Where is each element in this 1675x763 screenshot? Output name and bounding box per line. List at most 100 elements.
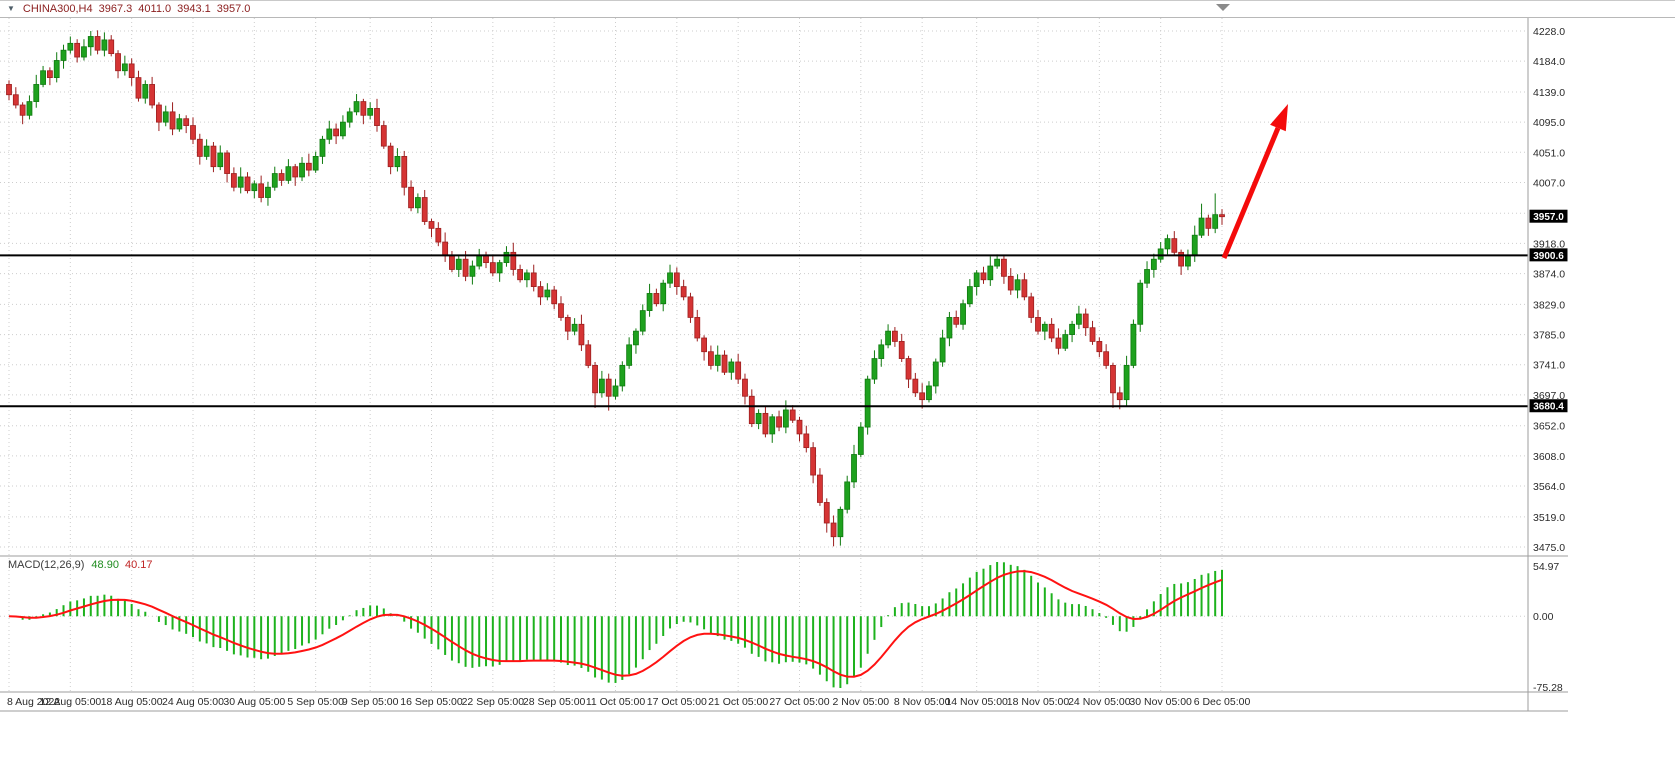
candle-body — [496, 262, 503, 274]
price-axis-area[interactable] — [1528, 18, 1568, 711]
time-axis-label: 18 Nov 05:00 — [1007, 696, 1070, 708]
candle-body — [469, 265, 476, 277]
candle-body — [905, 358, 912, 380]
price-axis-label: 3785.0 — [1533, 330, 1565, 342]
candle-body — [748, 395, 755, 425]
candle-body — [1178, 251, 1185, 267]
price-axis-label: 3874.0 — [1533, 269, 1565, 281]
candle-body — [135, 77, 142, 99]
time-axis-label: 12 Aug 05:00 — [39, 696, 101, 708]
time-axis-label: 21 Oct 05:00 — [708, 696, 768, 708]
candle-body — [449, 255, 455, 270]
trend-arrow-head[interactable] — [1270, 104, 1288, 132]
candle-body — [237, 176, 244, 188]
candle-body — [687, 296, 694, 318]
hline-price-tag[interactable]: 3900.6 — [1529, 248, 1568, 262]
time-axis-label: 30 Nov 05:00 — [1129, 696, 1192, 708]
macd-axis-label-zero: 0.00 — [1533, 611, 1554, 623]
price-axis-label: 3608.0 — [1533, 451, 1565, 463]
candle-body — [1103, 351, 1110, 366]
time-axis-label: 8 Aug 2022 — [7, 696, 60, 708]
chart-plot-area[interactable] — [0, 18, 1528, 692]
time-axis-label: 17 Oct 05:00 — [647, 696, 707, 708]
candle-body — [1062, 334, 1069, 349]
panel-separators — [0, 18, 1568, 712]
ohlc-open: 3967.3 — [98, 3, 133, 15]
candle-body — [762, 412, 769, 435]
candle-body — [176, 118, 183, 130]
macd-axis-label-top: 54.97 — [1533, 561, 1559, 573]
candle-body — [503, 251, 510, 264]
candle-body — [660, 282, 667, 305]
macd-name: MACD(12,26,9) — [8, 559, 85, 571]
price-axis-label: 4139.0 — [1533, 87, 1565, 99]
candle-body — [667, 272, 673, 284]
ohlc-high: 4011.0 — [138, 3, 172, 15]
candle-body — [530, 272, 537, 288]
candle-body — [517, 269, 523, 281]
candle-body — [830, 522, 837, 538]
candle-body — [1123, 365, 1130, 401]
candle-body — [367, 108, 374, 116]
time-axis-area[interactable] — [0, 692, 1528, 711]
candle-body — [953, 317, 960, 325]
candle-body — [149, 84, 156, 106]
candle-body — [1055, 337, 1062, 349]
candle-body — [312, 156, 319, 171]
chart-shift-marker[interactable] — [1216, 4, 1230, 11]
candle-body — [299, 162, 305, 178]
price-axis-label: 3564.0 — [1533, 481, 1565, 493]
candle-body — [67, 42, 74, 51]
candle-body — [244, 176, 251, 192]
time-axis-label: 22 Sep 05:00 — [462, 696, 525, 708]
candle-body — [108, 39, 115, 55]
candle-body — [1116, 392, 1123, 401]
trend-arrow-shaft[interactable] — [1221, 127, 1281, 259]
candle-body — [708, 351, 714, 366]
macd-signal-value: 40.17 — [124, 559, 153, 571]
candle-body — [12, 94, 19, 106]
candle-body — [142, 84, 149, 99]
candle-body — [619, 365, 626, 387]
time-axis-label: 2 Nov 05:00 — [833, 696, 890, 708]
candle-body — [585, 344, 592, 366]
candle-body — [455, 258, 462, 270]
symbol-dropdown-icon[interactable]: ▼ — [7, 4, 15, 13]
candle-body — [653, 293, 660, 305]
candle-body — [789, 409, 796, 421]
candle-body — [571, 323, 578, 332]
current-price-tag-text: 3957.0 — [1533, 212, 1564, 223]
candle-body — [346, 111, 353, 123]
candle-body — [1028, 296, 1035, 318]
candle-body — [217, 152, 224, 168]
candle-body — [898, 341, 905, 359]
price-axis-label: 4184.0 — [1533, 56, 1565, 68]
price-axis-label: 4051.0 — [1533, 147, 1565, 159]
candle-body — [803, 433, 810, 449]
candle-body — [6, 84, 12, 96]
price-axis-label: 3918.0 — [1533, 238, 1565, 250]
candle-body — [53, 60, 60, 78]
time-axis-label: 27 Oct 05:00 — [769, 696, 829, 708]
candle-body — [564, 317, 571, 332]
candle-body — [1069, 323, 1075, 335]
candle-body — [1157, 248, 1164, 260]
candle-body — [196, 138, 203, 157]
candle-body — [101, 39, 108, 51]
price-axis-label: 4228.0 — [1533, 26, 1565, 38]
candle-body — [40, 70, 46, 85]
hline-price-tag[interactable]: 3680.4 — [1529, 399, 1568, 413]
candle-body — [694, 317, 701, 339]
current-price-tag[interactable]: 3957.0 — [1529, 209, 1568, 224]
candle-body — [592, 365, 598, 394]
candle-body — [1041, 323, 1048, 332]
candle-body — [980, 272, 987, 281]
candle-body — [864, 378, 871, 428]
candle-body — [230, 173, 237, 188]
candle-body — [680, 286, 687, 298]
hline-price-tag-text: 3680.4 — [1533, 402, 1564, 413]
trend-arrow[interactable] — [1221, 104, 1288, 259]
candle-body — [421, 197, 428, 222]
price-axis-label: 3475.0 — [1533, 542, 1565, 554]
